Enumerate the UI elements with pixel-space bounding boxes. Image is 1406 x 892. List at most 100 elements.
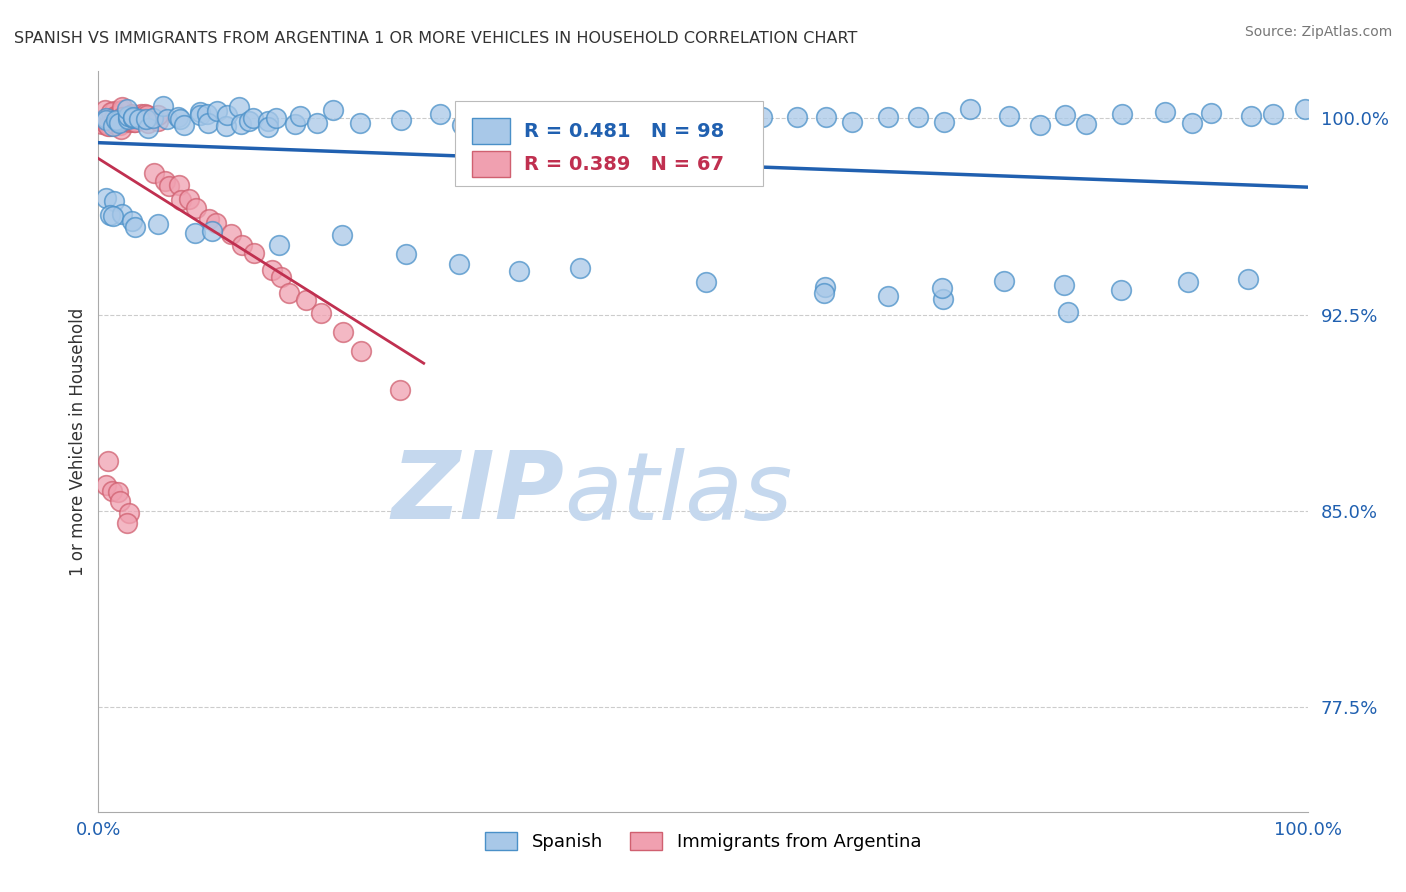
Point <box>260 263 283 277</box>
Point <box>256 120 278 134</box>
Point <box>717 109 740 123</box>
Point <box>509 104 531 119</box>
Point <box>96 453 118 467</box>
Point <box>1109 283 1132 297</box>
Point <box>104 113 127 128</box>
Point <box>309 306 332 320</box>
Point <box>111 207 134 221</box>
FancyBboxPatch shape <box>456 101 763 186</box>
Point <box>146 107 169 121</box>
Point <box>1261 107 1284 121</box>
Point <box>201 224 224 238</box>
Point <box>122 114 145 128</box>
Text: Source: ZipAtlas.com: Source: ZipAtlas.com <box>1244 25 1392 39</box>
Point <box>129 107 152 121</box>
Point <box>96 477 118 491</box>
Point <box>1294 102 1316 116</box>
Point <box>198 212 221 227</box>
Point <box>395 247 418 261</box>
Point <box>1056 305 1078 319</box>
Point <box>107 108 129 122</box>
Point <box>117 506 139 520</box>
Text: atlas: atlas <box>564 448 792 539</box>
Point <box>94 103 117 117</box>
Point <box>112 112 135 127</box>
Point <box>100 484 122 499</box>
Point <box>108 115 131 129</box>
Point <box>114 112 136 127</box>
Point <box>121 214 143 228</box>
Point <box>876 110 898 124</box>
Point <box>1240 109 1263 123</box>
Point <box>121 110 143 124</box>
Point <box>108 111 131 125</box>
Point <box>815 110 838 124</box>
Point <box>97 119 120 133</box>
Point <box>1180 116 1202 130</box>
Point <box>155 174 177 188</box>
Point <box>295 293 318 307</box>
Point <box>350 343 373 358</box>
Point <box>146 217 169 231</box>
Point <box>122 111 145 125</box>
Point <box>841 115 863 129</box>
Point <box>568 111 591 125</box>
Point <box>1074 117 1097 131</box>
Point <box>569 260 592 275</box>
Point <box>135 108 157 122</box>
Point <box>267 238 290 252</box>
Point <box>449 257 471 271</box>
Point <box>124 115 146 129</box>
Point <box>104 109 127 123</box>
Point <box>541 120 564 134</box>
Point <box>932 292 955 306</box>
Point <box>103 103 125 118</box>
Point <box>322 103 344 118</box>
Text: R = 0.481   N = 98: R = 0.481 N = 98 <box>524 121 724 141</box>
Point <box>508 263 530 277</box>
Point <box>167 178 190 192</box>
Point <box>190 107 212 121</box>
Point <box>474 110 496 124</box>
Point <box>215 119 238 133</box>
Point <box>1053 277 1076 292</box>
Text: SPANISH VS IMMIGRANTS FROM ARGENTINA 1 OR MORE VEHICLES IN HOUSEHOLD CORRELATION: SPANISH VS IMMIGRANTS FROM ARGENTINA 1 O… <box>14 31 858 46</box>
Point <box>124 219 146 234</box>
Point <box>98 119 121 133</box>
Point <box>142 111 165 125</box>
Point <box>959 102 981 116</box>
Point <box>695 275 717 289</box>
Point <box>231 117 253 131</box>
Point <box>238 114 260 128</box>
Point <box>110 494 132 508</box>
FancyBboxPatch shape <box>472 152 510 178</box>
Point <box>129 110 152 124</box>
Point <box>156 112 179 127</box>
Point <box>429 107 451 121</box>
Point <box>101 209 124 223</box>
Point <box>120 108 142 122</box>
Point <box>998 109 1021 123</box>
Point <box>108 111 131 125</box>
Point <box>103 112 125 126</box>
Point <box>876 289 898 303</box>
Point <box>1029 118 1052 132</box>
Point <box>108 113 131 128</box>
Text: R = 0.389   N = 67: R = 0.389 N = 67 <box>524 155 724 174</box>
Point <box>197 116 219 130</box>
Point <box>143 166 166 180</box>
Point <box>1177 276 1199 290</box>
Point <box>101 113 124 128</box>
Point <box>111 110 134 124</box>
Point <box>931 281 953 295</box>
Point <box>242 111 264 125</box>
Point <box>669 118 692 132</box>
Point <box>107 114 129 128</box>
Point <box>114 111 136 125</box>
Point <box>636 107 658 121</box>
Point <box>593 110 616 124</box>
Point <box>270 270 292 285</box>
FancyBboxPatch shape <box>472 118 510 144</box>
Point <box>110 121 132 136</box>
Point <box>277 285 299 300</box>
